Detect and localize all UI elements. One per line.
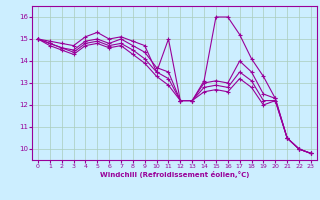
X-axis label: Windchill (Refroidissement éolien,°C): Windchill (Refroidissement éolien,°C)	[100, 171, 249, 178]
